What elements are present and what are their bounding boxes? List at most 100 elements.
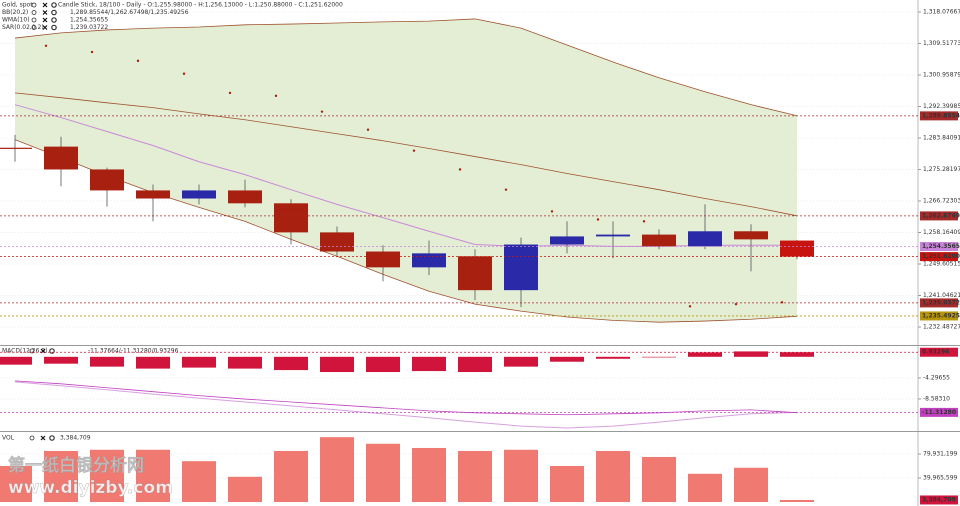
candle-body bbox=[642, 234, 676, 247]
y-tick-label: 1,258.16409 bbox=[923, 229, 960, 236]
macd-histogram-bar bbox=[90, 356, 124, 367]
sar-dot bbox=[688, 305, 692, 308]
sar-dot bbox=[44, 44, 48, 47]
price-tag-label: 1,289.85544 bbox=[922, 112, 960, 119]
candle-body bbox=[228, 190, 262, 204]
y-tick-label: 1,318.07667 bbox=[923, 9, 960, 16]
settings-icon bbox=[49, 435, 55, 441]
y-tick-label: -8.58310 bbox=[923, 395, 950, 402]
chart-title: Gold, spot bbox=[2, 2, 33, 9]
sar-dot bbox=[366, 128, 370, 131]
indicator-name: BB(20,2) bbox=[2, 9, 28, 16]
watermark: www.diyizby.com bbox=[8, 478, 173, 498]
sar-dot bbox=[642, 220, 646, 223]
close-icon bbox=[42, 10, 48, 15]
macd-histogram-bar bbox=[458, 356, 492, 373]
candle-body bbox=[780, 240, 814, 257]
candle-body bbox=[366, 251, 400, 268]
macd-histogram-bar bbox=[596, 356, 630, 359]
sar-dot bbox=[136, 59, 140, 63]
settings-icon bbox=[49, 348, 55, 354]
eye-icon bbox=[29, 435, 35, 441]
eye-icon bbox=[29, 348, 35, 354]
price-tag-box bbox=[920, 311, 958, 321]
sar-dot bbox=[228, 91, 232, 95]
y-tick-label: 1,283.84091 bbox=[923, 135, 960, 142]
signal-line bbox=[14, 381, 798, 429]
candle-body bbox=[44, 146, 78, 170]
indicator-value: 1,239.03722 bbox=[70, 24, 108, 31]
y-tick-label: 1,249.60515 bbox=[923, 261, 960, 268]
y-tick-label: 1,292.39985 bbox=[923, 103, 960, 110]
close-icon bbox=[42, 17, 48, 23]
macd-histogram-bar bbox=[642, 356, 676, 358]
indicator-value: 3,384,709 bbox=[60, 435, 91, 442]
candle-body bbox=[90, 169, 124, 191]
y-tick-label: 1,241.04621 bbox=[923, 292, 960, 299]
price-tag-box bbox=[920, 495, 958, 505]
settings-icon bbox=[51, 2, 57, 8]
sar-dot bbox=[596, 218, 600, 221]
chart-subtitle: Candle Stick, 18/100 - Daily - O:1,255.9… bbox=[58, 2, 343, 9]
indicator-value: 1,254.35655 bbox=[70, 17, 108, 24]
y-tick-label: -4.29655 bbox=[923, 374, 950, 381]
sar-dot bbox=[274, 94, 278, 98]
price-tag-box bbox=[920, 211, 958, 221]
sar-dot bbox=[90, 50, 94, 54]
candle-body bbox=[136, 190, 170, 199]
volume-bar bbox=[642, 456, 676, 502]
macd-line bbox=[14, 380, 798, 416]
candle-body bbox=[320, 232, 354, 252]
macd-histogram-bar bbox=[780, 352, 814, 357]
macd-histogram-bar bbox=[320, 356, 354, 373]
candle-body bbox=[504, 244, 538, 291]
indicator-name: VOL bbox=[2, 435, 15, 442]
price-tag-box bbox=[920, 347, 958, 357]
price-tag-label: -11.31280 bbox=[922, 409, 956, 416]
indicator-name: SAR(0.02,0.2) bbox=[2, 24, 44, 31]
candle-body bbox=[0, 147, 32, 149]
indicator-name: MACD(12,26,9) bbox=[2, 348, 48, 355]
y-tick-label: 1,266.72303 bbox=[923, 198, 960, 205]
y-tick-label: 1,309.51773 bbox=[923, 40, 960, 47]
macd-histogram-bar bbox=[182, 356, 216, 368]
volume-bar bbox=[44, 450, 78, 502]
sar-dot bbox=[182, 72, 186, 75]
macd-histogram-bar bbox=[366, 356, 400, 373]
indicator-value: -11.37664/-11.31280/0.93296 bbox=[88, 348, 179, 355]
volume-bar bbox=[780, 499, 814, 502]
price-tag-label: 1,235.49256 bbox=[922, 312, 960, 319]
macd-histogram-bar bbox=[734, 351, 768, 357]
price-tag-label: 1,251.62000 bbox=[922, 253, 960, 260]
eye-icon bbox=[31, 25, 37, 30]
volume-bar bbox=[90, 449, 124, 502]
eye-icon bbox=[31, 2, 37, 8]
band-line bbox=[14, 18, 798, 117]
macd-histogram-bar bbox=[550, 356, 584, 362]
volume-bar bbox=[136, 449, 170, 502]
price-tag-label: 3,384,709 bbox=[922, 496, 956, 503]
macd-histogram-bar bbox=[274, 356, 308, 371]
eye-icon bbox=[31, 17, 37, 23]
price-tag-box bbox=[920, 407, 958, 417]
macd-histogram-bar bbox=[44, 356, 78, 364]
macd-histogram-bar bbox=[228, 356, 262, 369]
close-icon bbox=[40, 435, 46, 441]
candle-body bbox=[596, 234, 630, 237]
volume-bar bbox=[550, 465, 584, 502]
sar-dot bbox=[504, 188, 508, 191]
volume-bar bbox=[228, 476, 262, 502]
macd-histogram-bar bbox=[136, 356, 170, 369]
volume-bar bbox=[0, 465, 32, 502]
eye-icon bbox=[31, 10, 37, 15]
y-tick-label: 1,300.95879 bbox=[923, 72, 960, 79]
price-tag-box bbox=[920, 242, 958, 252]
volume-bar bbox=[182, 461, 216, 502]
candle-body bbox=[274, 203, 308, 233]
indicator-value: 1,289.85544/1,262.67498/1,235.49256 bbox=[70, 9, 189, 16]
volume-bar bbox=[458, 450, 492, 502]
price-tag-box bbox=[920, 111, 958, 121]
candle-body bbox=[688, 231, 722, 247]
